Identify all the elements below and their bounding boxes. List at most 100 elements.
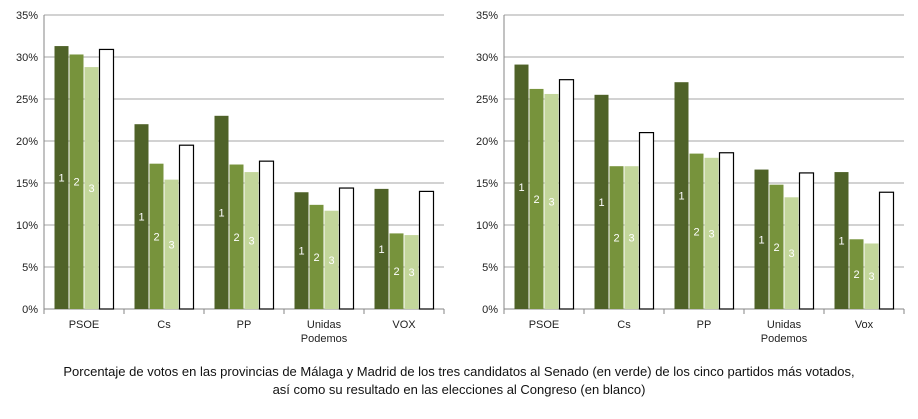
y-tick-label: 20% bbox=[16, 136, 38, 148]
bar bbox=[294, 192, 309, 309]
y-tick-label: 0% bbox=[482, 304, 498, 316]
bar bbox=[529, 88, 544, 309]
bar bbox=[544, 93, 559, 310]
bar bbox=[418, 190, 435, 310]
bar-label: 2 bbox=[393, 266, 399, 278]
bar bbox=[244, 172, 259, 309]
bar-label: 2 bbox=[533, 194, 539, 206]
bar bbox=[784, 197, 799, 309]
x-tick-label: Cs bbox=[157, 319, 171, 331]
bar bbox=[229, 164, 244, 309]
bar-label: 2 bbox=[73, 177, 79, 189]
bar-label: 2 bbox=[153, 231, 159, 243]
x-tick-label: Podemos bbox=[301, 333, 348, 345]
bar bbox=[769, 184, 784, 309]
bar bbox=[624, 166, 639, 309]
bar bbox=[324, 210, 339, 309]
bar-label: 1 bbox=[298, 246, 304, 258]
bar-label: 3 bbox=[88, 183, 94, 195]
bar-label: 2 bbox=[773, 242, 779, 254]
bar bbox=[849, 239, 864, 309]
y-tick-label: 30% bbox=[476, 52, 498, 64]
bar bbox=[84, 67, 99, 309]
bar bbox=[878, 191, 895, 310]
bar-label: 1 bbox=[838, 236, 844, 248]
bar-label: 3 bbox=[168, 239, 174, 251]
bar-label: 1 bbox=[218, 207, 224, 219]
x-tick-label: Cs bbox=[617, 319, 631, 331]
bar-label: 3 bbox=[548, 196, 554, 208]
bar-label: 3 bbox=[628, 233, 634, 245]
bar bbox=[258, 160, 275, 310]
bar bbox=[374, 188, 389, 309]
x-tick-label: Podemos bbox=[761, 333, 808, 345]
bar bbox=[69, 54, 84, 310]
bar-label: 2 bbox=[853, 269, 859, 281]
bar-label: 1 bbox=[678, 191, 684, 203]
bar bbox=[704, 157, 719, 309]
bar-label: 1 bbox=[138, 212, 144, 224]
y-tick-label: 20% bbox=[476, 136, 498, 148]
y-tick-label: 35% bbox=[16, 10, 38, 22]
bar-label: 2 bbox=[233, 232, 239, 244]
bar-label: 2 bbox=[693, 226, 699, 238]
caption-line-2: así como su resultado en las elecciones … bbox=[272, 382, 646, 397]
bar-label: 3 bbox=[328, 255, 334, 267]
x-tick-label: PSOE bbox=[529, 319, 560, 331]
bar bbox=[98, 48, 115, 310]
bar bbox=[689, 153, 704, 309]
bar bbox=[164, 179, 179, 309]
x-tick-label: PP bbox=[237, 319, 252, 331]
bar bbox=[638, 132, 655, 310]
bar bbox=[309, 204, 324, 309]
bar bbox=[214, 115, 229, 309]
x-tick-label: VOX bbox=[392, 319, 416, 331]
x-tick-label: Vox bbox=[855, 319, 874, 331]
bar-label: 3 bbox=[708, 228, 714, 240]
bar-label: 1 bbox=[518, 182, 524, 194]
bar bbox=[514, 64, 529, 309]
bar-label: 3 bbox=[788, 248, 794, 260]
bar-label: 3 bbox=[868, 271, 874, 283]
x-tick-label: PP bbox=[697, 319, 712, 331]
bar bbox=[834, 172, 849, 309]
y-tick-label: 5% bbox=[22, 262, 38, 274]
bar bbox=[718, 152, 735, 310]
bar bbox=[134, 124, 149, 309]
bar bbox=[338, 187, 355, 310]
bar-label: 1 bbox=[598, 197, 604, 209]
y-tick-label: 15% bbox=[476, 178, 498, 190]
bar bbox=[404, 235, 419, 309]
bar bbox=[54, 46, 69, 310]
y-tick-label: 10% bbox=[476, 220, 498, 232]
bar bbox=[178, 144, 195, 310]
bar-label: 3 bbox=[408, 267, 414, 279]
x-tick-label: Unidas bbox=[307, 319, 342, 331]
x-tick-label: PSOE bbox=[69, 319, 100, 331]
x-tick-label: Unidas bbox=[767, 319, 802, 331]
bar bbox=[798, 172, 815, 310]
bar-label: 1 bbox=[758, 234, 764, 246]
y-tick-label: 5% bbox=[482, 262, 498, 274]
y-tick-label: 30% bbox=[16, 52, 38, 64]
y-tick-label: 25% bbox=[476, 94, 498, 106]
bar bbox=[149, 163, 164, 309]
y-tick-label: 0% bbox=[22, 304, 38, 316]
caption-line-1: Porcentaje de votos en las provincias de… bbox=[63, 364, 855, 379]
bar-label: 1 bbox=[58, 173, 64, 185]
y-tick-label: 15% bbox=[16, 178, 38, 190]
y-tick-label: 25% bbox=[16, 94, 38, 106]
bar bbox=[594, 94, 609, 309]
bar bbox=[674, 82, 689, 309]
bar bbox=[864, 243, 879, 309]
bar-label: 1 bbox=[378, 244, 384, 256]
bar bbox=[609, 166, 624, 309]
bar-label: 3 bbox=[248, 236, 254, 248]
bar bbox=[558, 79, 575, 310]
bar bbox=[389, 233, 404, 309]
y-tick-label: 10% bbox=[16, 220, 38, 232]
bar-label: 2 bbox=[313, 252, 319, 264]
